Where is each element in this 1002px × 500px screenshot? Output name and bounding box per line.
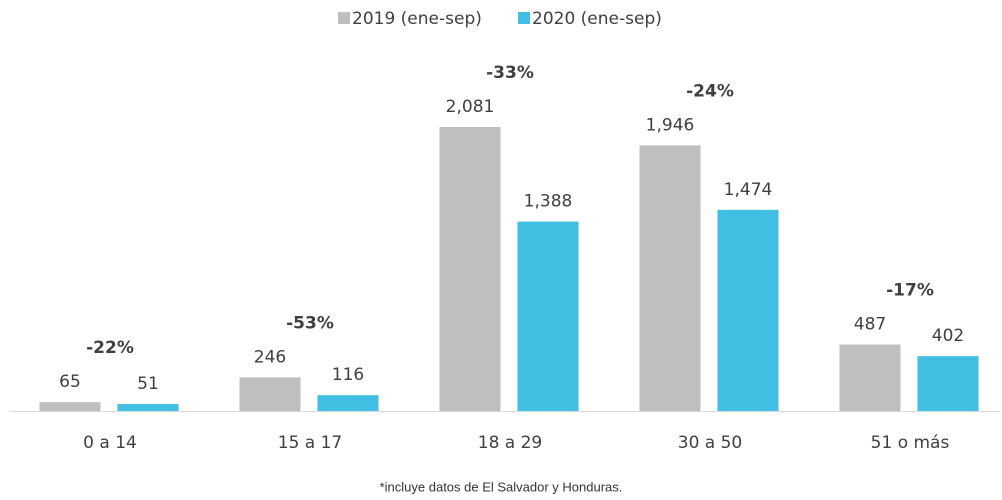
change-label: -17% xyxy=(886,281,934,301)
bar xyxy=(639,145,701,411)
value-label: 2,081 xyxy=(446,97,495,117)
bar xyxy=(517,221,579,411)
x-tick-label: 18 a 29 xyxy=(478,433,543,453)
x-tick-label: 0 a 14 xyxy=(83,433,137,453)
value-label: 402 xyxy=(932,326,964,346)
value-label: 65 xyxy=(59,372,81,392)
value-label: 487 xyxy=(854,315,886,335)
value-label: 246 xyxy=(254,347,286,367)
bar xyxy=(439,127,501,411)
change-label: -33% xyxy=(486,63,534,83)
legend-swatch xyxy=(518,12,530,24)
bar xyxy=(917,356,979,411)
value-label: 1,388 xyxy=(524,192,573,212)
value-label: 51 xyxy=(137,374,159,394)
value-label: 1,474 xyxy=(724,180,773,200)
change-label: -22% xyxy=(86,338,134,358)
bar xyxy=(239,377,301,411)
change-label: -24% xyxy=(686,81,734,101)
bar xyxy=(717,209,779,411)
legend-swatch xyxy=(338,12,350,24)
legend-label: 2020 (ene-sep) xyxy=(532,9,662,29)
value-label: 116 xyxy=(332,365,364,385)
x-tick-label: 15 a 17 xyxy=(278,433,343,453)
x-tick-label: 30 a 50 xyxy=(678,433,743,453)
x-tick-label: 51 o más xyxy=(871,433,950,453)
value-label: 1,946 xyxy=(646,115,695,135)
footnote: *incluye datos de El Salvador y Honduras… xyxy=(380,479,623,494)
bar xyxy=(39,402,101,411)
bar xyxy=(317,395,379,411)
change-label: -53% xyxy=(286,313,334,333)
bar xyxy=(117,404,179,411)
legend-label: 2019 (ene-sep) xyxy=(352,9,482,29)
bar xyxy=(839,344,901,411)
